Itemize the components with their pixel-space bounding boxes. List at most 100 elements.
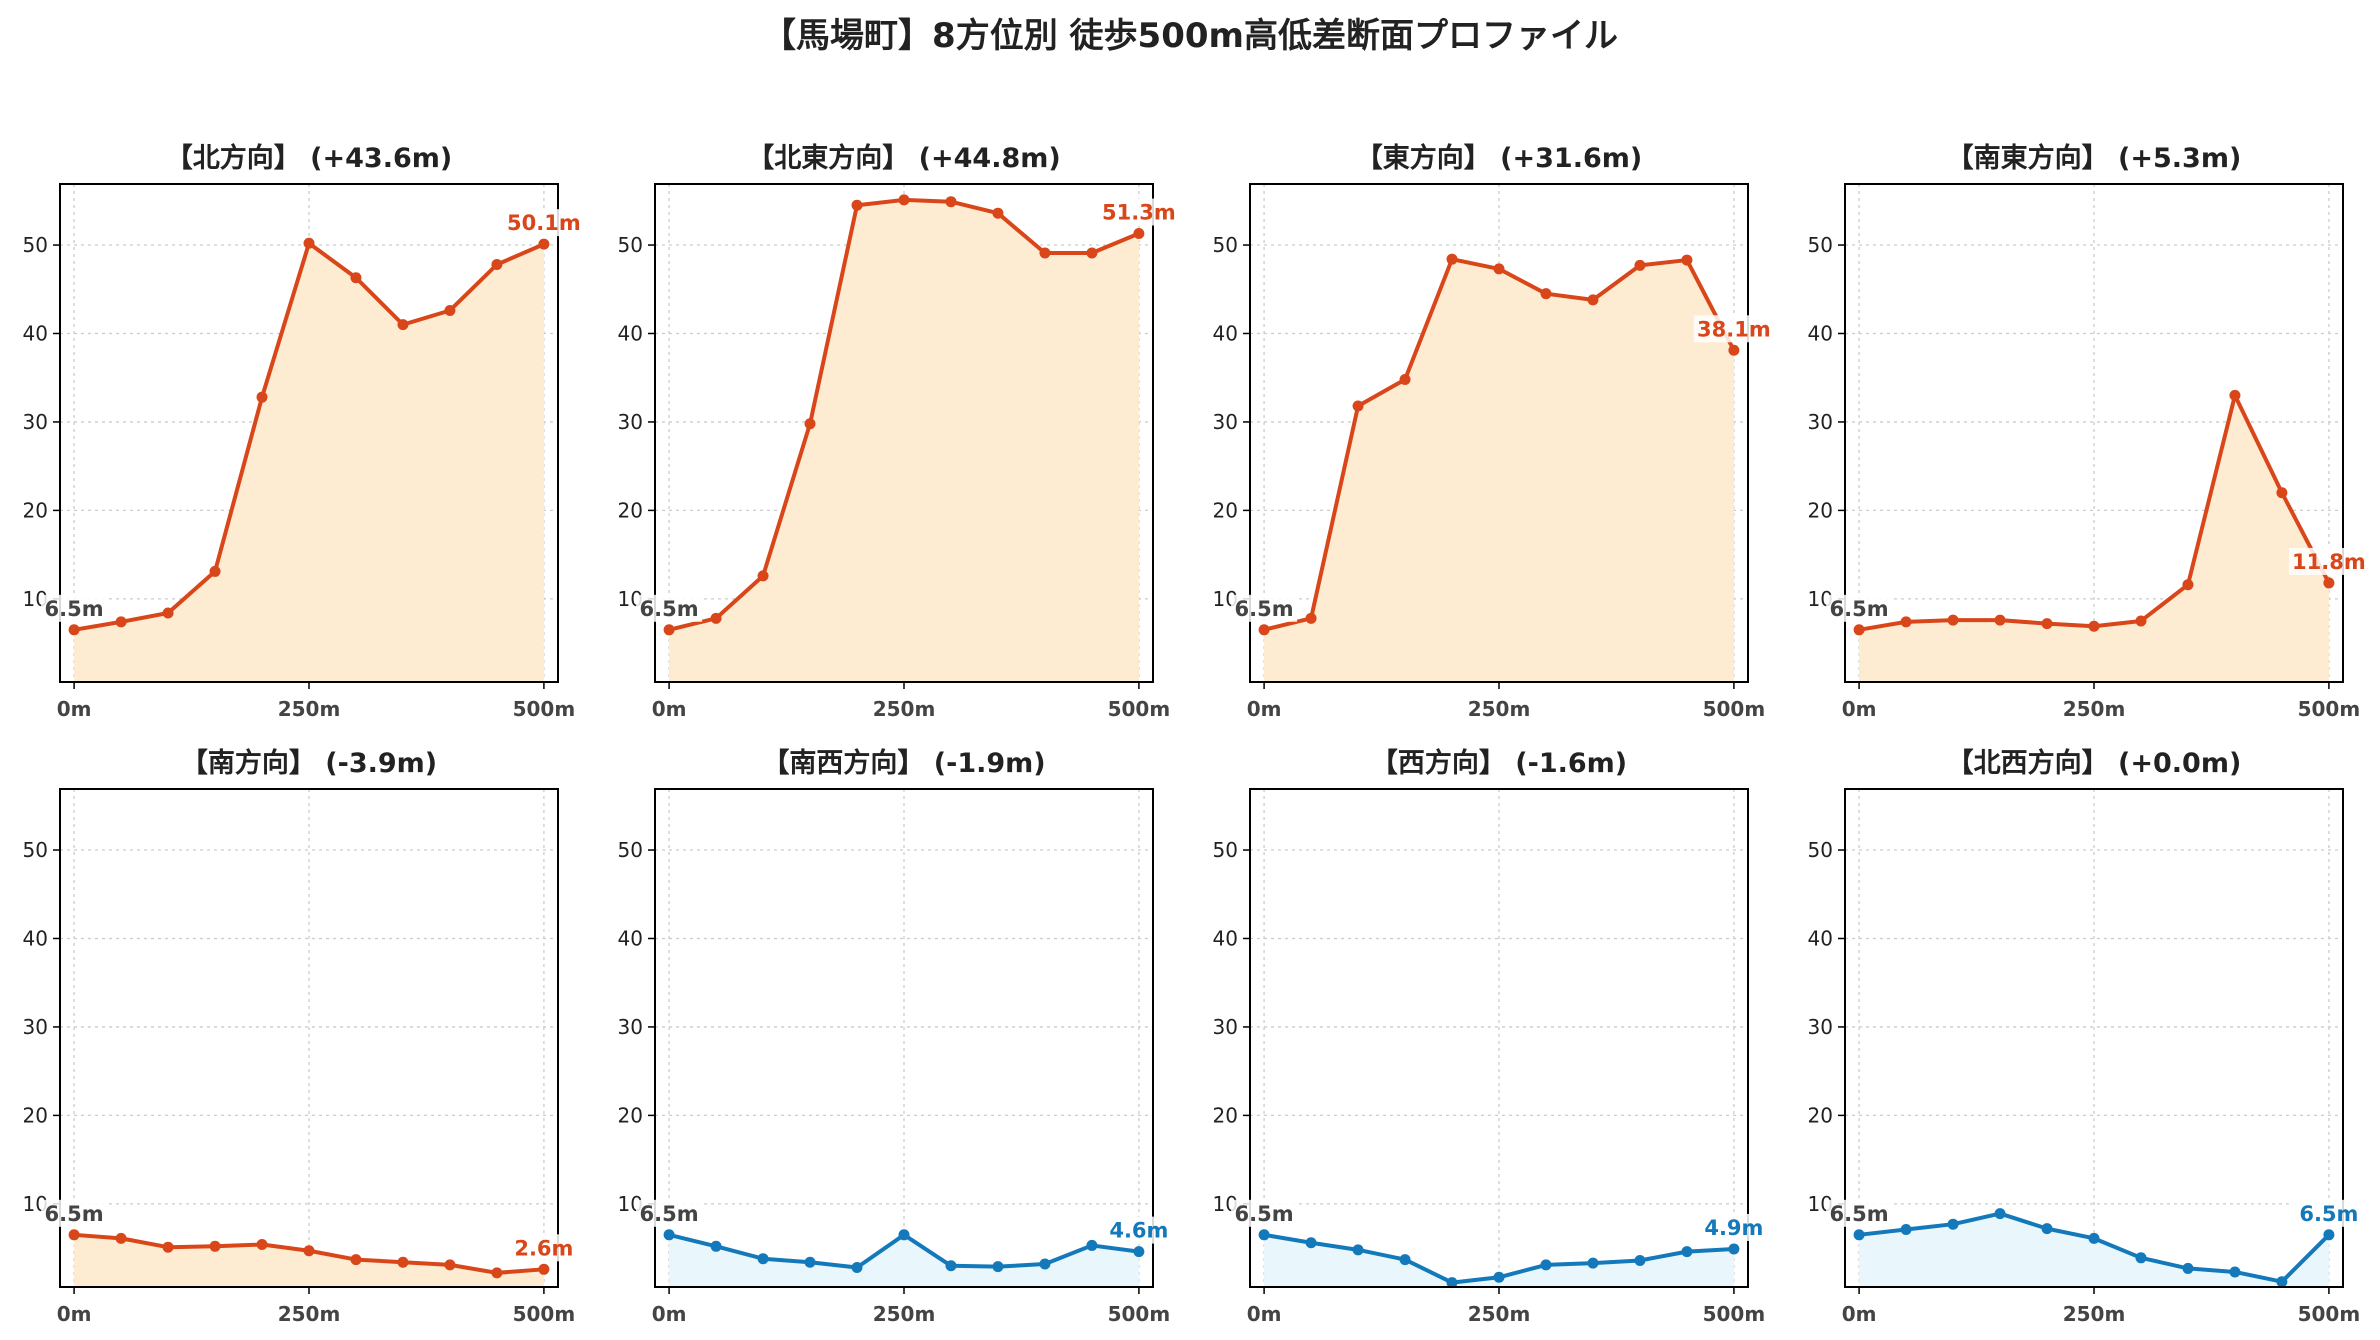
data-point <box>303 1245 315 1257</box>
end-label-bg <box>2288 1199 2369 1227</box>
data-point <box>2041 1223 2053 1235</box>
area-fill <box>669 1234 1139 1287</box>
data-point <box>397 1256 409 1268</box>
data-point <box>444 1259 456 1271</box>
panel-title: 【南東方向】 (+5.3m) <box>1947 142 2242 174</box>
start-label-bg <box>636 594 703 622</box>
end-label: 51.3m <box>1102 201 1176 225</box>
plot-frame <box>654 788 1154 1288</box>
end-label-bg <box>1098 1216 1179 1244</box>
plot-frame <box>1844 788 2344 1288</box>
data-point <box>2229 389 2241 401</box>
data-point <box>2088 1232 2100 1244</box>
data-point <box>1039 247 1051 259</box>
y-tick-label: 30 <box>23 410 48 434</box>
x-tick-label: 250m <box>278 697 341 721</box>
y-tick-label: 20 <box>618 1103 643 1127</box>
start-label: 6.5m <box>640 597 699 621</box>
data-point <box>1039 1258 1051 1270</box>
data-point <box>1446 253 1458 265</box>
data-point <box>538 238 550 250</box>
data-point <box>1900 1224 1912 1236</box>
start-label: 6.5m <box>1235 1202 1294 1226</box>
data-point <box>710 612 722 624</box>
end-label-bg <box>1693 1213 1774 1241</box>
panel-title: 【南方向】 (-3.9m) <box>181 747 437 779</box>
area-fill <box>1859 395 2329 682</box>
data-point <box>1900 616 1912 628</box>
y-tick-label: 50 <box>1213 233 1238 257</box>
y-tick-label: 20 <box>1213 498 1238 522</box>
x-tick-label: 0m <box>652 1302 687 1326</box>
y-tick-label: 40 <box>23 321 48 345</box>
data-point <box>1133 228 1145 240</box>
y-tick-label: 40 <box>1213 926 1238 950</box>
x-tick-label: 250m <box>2063 1302 2126 1326</box>
x-tick-label: 250m <box>1468 697 1531 721</box>
data-point <box>851 1262 863 1274</box>
y-tick-label: 20 <box>23 498 48 522</box>
y-tick-label: 30 <box>1213 1015 1238 1039</box>
start-label: 6.5m <box>1830 597 1889 621</box>
plot-frame <box>1249 788 1749 1288</box>
y-tick-label: 30 <box>1808 1015 1833 1039</box>
data-point <box>1446 1277 1458 1289</box>
data-point <box>491 258 503 270</box>
data-point <box>2135 1252 2147 1264</box>
start-label-bg <box>1231 594 1298 622</box>
start-label-bg <box>1826 1199 1893 1227</box>
data-point <box>1493 263 1505 275</box>
data-point <box>1540 288 1552 300</box>
figure-title: 【馬場町】8方位別 徒歩500m高低差断面プロファイル <box>762 16 1618 56</box>
panel-title: 【北西方向】 (+0.0m) <box>1947 747 2242 779</box>
data-point <box>68 624 80 636</box>
x-tick-label: 250m <box>873 697 936 721</box>
data-point <box>945 1260 957 1272</box>
end-label: 2.6m <box>514 1236 573 1260</box>
y-tick-label: 40 <box>618 321 643 345</box>
end-label: 4.6m <box>1109 1219 1168 1243</box>
data-point <box>2276 1276 2288 1288</box>
x-tick-label: 500m <box>513 1302 576 1326</box>
end-label-bg <box>2288 547 2369 575</box>
data-point <box>2088 620 2100 632</box>
data-point <box>1305 1237 1317 1249</box>
data-point <box>444 304 456 316</box>
x-tick-label: 500m <box>1703 697 1766 721</box>
data-point <box>663 624 675 636</box>
y-tick-label: 30 <box>1808 410 1833 434</box>
y-tick-label: 50 <box>618 233 643 257</box>
data-point <box>1493 1271 1505 1283</box>
x-tick-label: 0m <box>57 1302 92 1326</box>
area-fill <box>1264 259 1734 682</box>
start-label-bg <box>41 594 108 622</box>
end-label: 6.5m <box>2299 1202 2358 1226</box>
data-point <box>115 616 127 628</box>
y-tick-label: 20 <box>1213 1103 1238 1127</box>
start-label-bg <box>1826 594 1893 622</box>
data-point <box>804 418 816 430</box>
data-point <box>1258 1229 1270 1241</box>
data-point <box>1587 1257 1599 1269</box>
panel-title: 【北東方向】 (+44.8m) <box>747 142 1060 174</box>
x-tick-label: 0m <box>1842 1302 1877 1326</box>
start-label: 6.5m <box>45 1202 104 1226</box>
data-point <box>491 1267 503 1279</box>
data-point <box>162 607 174 619</box>
y-tick-label: 50 <box>23 838 48 862</box>
data-point <box>303 237 315 249</box>
data-point <box>2135 615 2147 627</box>
end-label-bg <box>503 209 584 237</box>
data-point <box>710 1240 722 1252</box>
data-point <box>1352 1244 1364 1256</box>
data-point <box>1352 400 1364 412</box>
data-point <box>1853 1229 1865 1241</box>
end-label: 11.8m <box>2292 550 2366 574</box>
data-point <box>1947 614 1959 626</box>
